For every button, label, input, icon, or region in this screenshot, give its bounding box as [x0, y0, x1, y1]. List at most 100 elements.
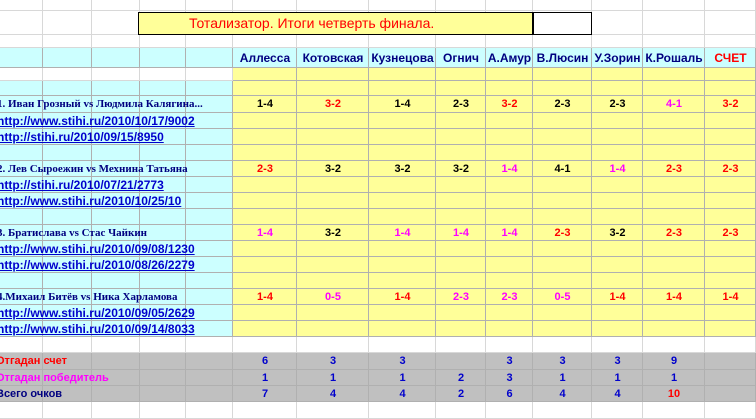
cell: [43, 353, 92, 370]
prediction: 3-2: [501, 98, 518, 110]
cell: [486, 386, 533, 402]
cell: [140, 35, 186, 48]
cell: [140, 145, 186, 161]
cell: [92, 305, 140, 321]
cell: [705, 0, 756, 11]
player-header: А.Амур: [487, 51, 532, 65]
cell: [233, 161, 297, 177]
link[interactable]: http://stihi.ru/2010/09/15/8950: [0, 130, 164, 144]
cell: [369, 337, 436, 353]
prediction: 3-2: [609, 227, 626, 239]
cell: [533, 257, 592, 273]
cell: [643, 257, 705, 273]
cell: [186, 305, 233, 321]
link[interactable]: http://www.stihi.ru/2010/08/26/2279: [0, 258, 195, 272]
cell: [533, 337, 592, 353]
prediction: 2-3: [609, 98, 626, 110]
cell: [436, 68, 486, 81]
prediction: 0-5: [554, 291, 571, 303]
cell: [0, 370, 43, 386]
summary-value: 3: [559, 355, 566, 367]
cell: [186, 145, 233, 161]
link[interactable]: http://www.stihi.ru/2010/09/05/2629: [0, 306, 195, 320]
match-title: 3. Братислава vs Стас Чайкин: [0, 227, 148, 239]
link[interactable]: http://www.stihi.ru/2010/09/14/8033: [0, 322, 195, 336]
cell: [533, 35, 592, 48]
cell: [186, 402, 233, 419]
summary-value: 4: [329, 388, 337, 400]
cell: [436, 113, 486, 129]
player-header: Котовская: [302, 51, 364, 65]
link[interactable]: http://www.stihi.ru/2010/10/25/10: [0, 194, 182, 208]
cell: [486, 321, 533, 337]
prediction: 3-2: [394, 163, 411, 175]
cell: [92, 113, 140, 129]
player-header: У.Зорин: [594, 51, 641, 65]
cell: [186, 337, 233, 353]
cell: [186, 225, 233, 241]
cell: [486, 305, 533, 321]
cell: [140, 402, 186, 419]
cell: [43, 193, 92, 209]
cell: [233, 289, 297, 305]
cell: [436, 337, 486, 353]
cell: [592, 241, 643, 257]
cell: [643, 48, 705, 68]
link[interactable]: http://www.stihi.ru/2010/09/08/1230: [0, 242, 195, 256]
cell: [43, 289, 92, 305]
cell: [705, 35, 756, 48]
cell: [533, 177, 592, 193]
cell: [140, 321, 186, 337]
cell: [592, 209, 643, 225]
cell: [436, 96, 486, 113]
prediction: 3-2: [325, 163, 341, 175]
cell: [643, 289, 705, 305]
cell: [233, 48, 297, 68]
cell: [369, 177, 436, 193]
cell: [436, 129, 486, 145]
cell: [592, 129, 643, 145]
cell: [186, 370, 233, 386]
cell: [643, 177, 705, 193]
cell: [186, 161, 233, 177]
cell: [297, 289, 369, 305]
cell: [643, 129, 705, 145]
summary-value: 1: [261, 372, 269, 384]
cell: [0, 241, 43, 257]
cell: [92, 257, 140, 273]
cell: [186, 129, 233, 145]
cell: [297, 81, 369, 96]
cell: [533, 353, 592, 370]
cell: [233, 241, 297, 257]
cell: [297, 386, 369, 402]
cell: [592, 402, 643, 419]
cell: [0, 48, 43, 68]
cell: [186, 209, 233, 225]
cell: [592, 161, 643, 177]
cell: [436, 225, 486, 241]
cell: [43, 177, 92, 193]
player-header: Аллесса: [239, 51, 291, 65]
link[interactable]: http://stihi.ru/2010/07/21/2773: [0, 178, 164, 192]
cell: [643, 145, 705, 161]
cell: [436, 35, 486, 48]
cell: [592, 337, 643, 353]
link[interactable]: http://www.stihi.ru/2010/10/17/9002: [0, 114, 195, 128]
cell: [43, 337, 92, 353]
cell: [140, 113, 186, 129]
cell: [436, 402, 486, 419]
cell: [369, 129, 436, 145]
cell: [436, 209, 486, 225]
cell: [92, 48, 140, 68]
cell: [0, 113, 43, 129]
cell: [0, 402, 43, 419]
title-side-box: [533, 12, 592, 35]
cell: [705, 113, 756, 129]
match-title: 1. Иван Грозный vs Людмила Калягина...: [0, 98, 203, 110]
cell: [533, 193, 592, 209]
summary-value: 1: [329, 372, 337, 384]
cell: [533, 96, 592, 113]
cell: [643, 209, 705, 225]
cell: [643, 321, 705, 337]
summary-value: 4: [559, 388, 566, 400]
